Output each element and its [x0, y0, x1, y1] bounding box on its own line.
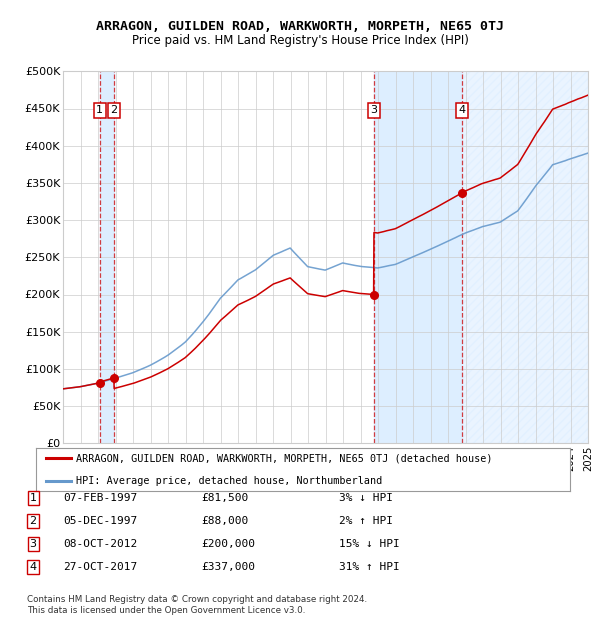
Text: 31% ↑ HPI: 31% ↑ HPI [339, 562, 400, 572]
Text: ARRAGON, GUILDEN ROAD, WARKWORTH, MORPETH, NE65 0TJ: ARRAGON, GUILDEN ROAD, WARKWORTH, MORPET… [96, 20, 504, 33]
Bar [100, 71, 114, 443]
Bar [374, 71, 463, 443]
Text: ARRAGON, GUILDEN ROAD, WARKWORTH, MORPETH, NE65 0TJ (detached house): ARRAGON, GUILDEN ROAD, WARKWORTH, MORPET… [76, 453, 493, 464]
Text: 2: 2 [29, 516, 37, 526]
Text: 4: 4 [29, 562, 37, 572]
Text: 1: 1 [29, 493, 37, 503]
Text: 05-DEC-1997: 05-DEC-1997 [63, 516, 137, 526]
Text: 15% ↓ HPI: 15% ↓ HPI [339, 539, 400, 549]
Text: 3: 3 [29, 539, 37, 549]
Text: Contains HM Land Registry data © Crown copyright and database right 2024.: Contains HM Land Registry data © Crown c… [27, 595, 367, 604]
Text: £200,000: £200,000 [201, 539, 255, 549]
Text: HPI: Average price, detached house, Northumberland: HPI: Average price, detached house, Nort… [76, 477, 382, 487]
Text: £88,000: £88,000 [201, 516, 248, 526]
Text: 2% ↑ HPI: 2% ↑ HPI [339, 516, 393, 526]
Text: 2: 2 [110, 105, 118, 115]
Text: This data is licensed under the Open Government Licence v3.0.: This data is licensed under the Open Gov… [27, 606, 305, 615]
Text: Price paid vs. HM Land Registry's House Price Index (HPI): Price paid vs. HM Land Registry's House … [131, 34, 469, 47]
Text: 27-OCT-2017: 27-OCT-2017 [63, 562, 137, 572]
Text: 08-OCT-2012: 08-OCT-2012 [63, 539, 137, 549]
Text: 1: 1 [96, 105, 103, 115]
Text: 3% ↓ HPI: 3% ↓ HPI [339, 493, 393, 503]
Text: 4: 4 [459, 105, 466, 115]
Text: £81,500: £81,500 [201, 493, 248, 503]
Text: £337,000: £337,000 [201, 562, 255, 572]
Text: 3: 3 [370, 105, 377, 115]
Text: 07-FEB-1997: 07-FEB-1997 [63, 493, 137, 503]
Bar [463, 71, 588, 443]
